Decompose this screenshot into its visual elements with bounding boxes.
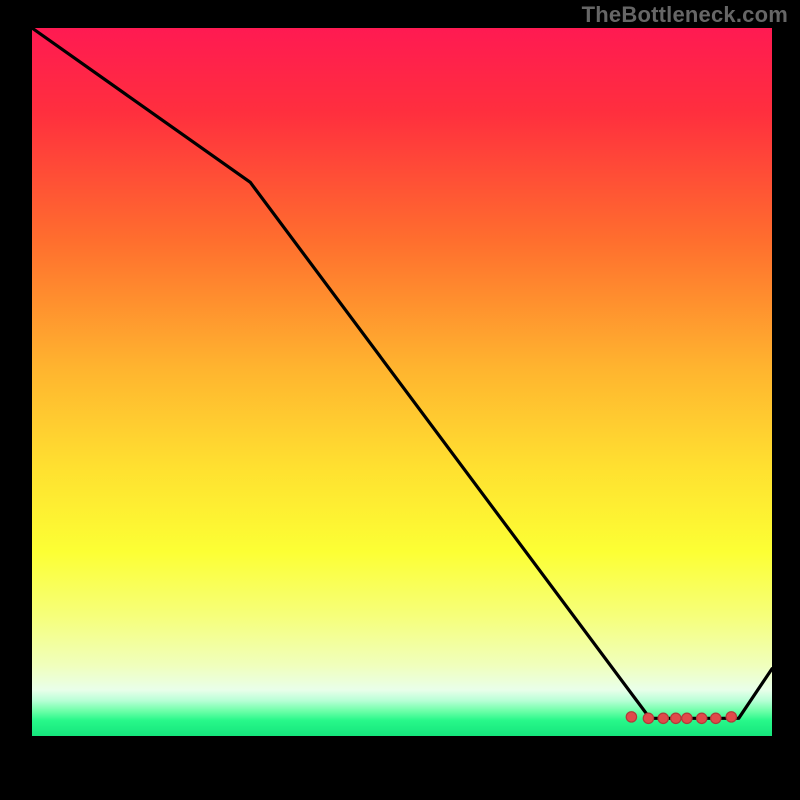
marker-point [643,713,653,723]
marker-point [658,713,668,723]
watermark-text: TheBottleneck.com [582,2,788,28]
marker-point [697,713,707,723]
marker-point [682,713,692,723]
marker-point [671,713,681,723]
chart-canvas: TheBottleneck.com [0,0,800,800]
marker-point [711,713,721,723]
marker-point [726,712,736,722]
gradient-plot-area [32,28,772,736]
chart-svg [0,0,800,800]
marker-point [626,712,636,722]
